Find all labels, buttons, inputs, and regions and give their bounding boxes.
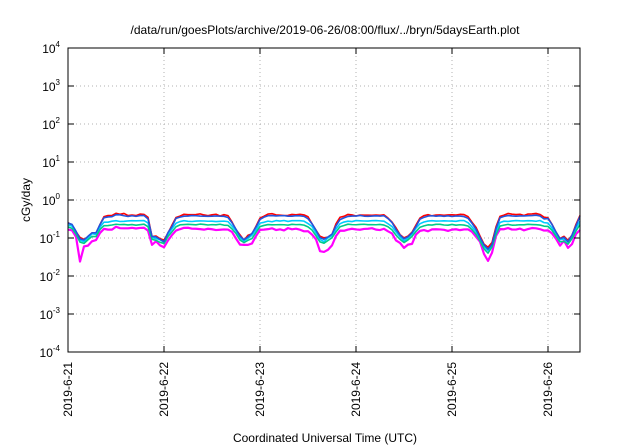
y-tick-label: 100 <box>42 192 60 208</box>
series-group <box>67 212 581 263</box>
y-tick-label: 101 <box>42 154 60 170</box>
y-axis-label: cGy/day <box>19 178 33 222</box>
y-tick-label: 10-4 <box>40 344 61 360</box>
series-line-1 <box>67 225 581 263</box>
x-axis-label: Coordinated Universal Time (UTC) <box>233 431 417 445</box>
x-tick-label: 2019-6-23 <box>253 362 267 417</box>
series-line-4 <box>67 223 581 254</box>
x-axis: 2019-6-21 2019-6-22 2019-6-23 2019-6-24 2019… <box>61 48 555 417</box>
x-tick-label: 2019-6-21 <box>61 362 75 417</box>
chart-title: /data/run/goesPlots/archive/2019-06-26/0… <box>131 23 521 37</box>
series-line-5 <box>67 213 581 250</box>
x-tick-label: 2019-6-24 <box>349 362 363 417</box>
y-axis: 10-4 10-3 10-2 10-1 100 101 102 103 104 <box>40 40 580 360</box>
y-tick-label: 102 <box>42 116 60 132</box>
x-tick-label: 2019-6-22 <box>157 362 171 417</box>
y-tick-label: 10-1 <box>40 230 61 246</box>
y-tick-label: 10-2 <box>40 268 61 284</box>
y-tick-label: 10-3 <box>40 306 61 322</box>
x-tick-label: 2019-6-26 <box>541 362 555 417</box>
x-tick-label: 2019-6-25 <box>445 362 459 417</box>
y-tick-label: 104 <box>42 40 60 56</box>
y-tick-label: 103 <box>42 78 60 94</box>
